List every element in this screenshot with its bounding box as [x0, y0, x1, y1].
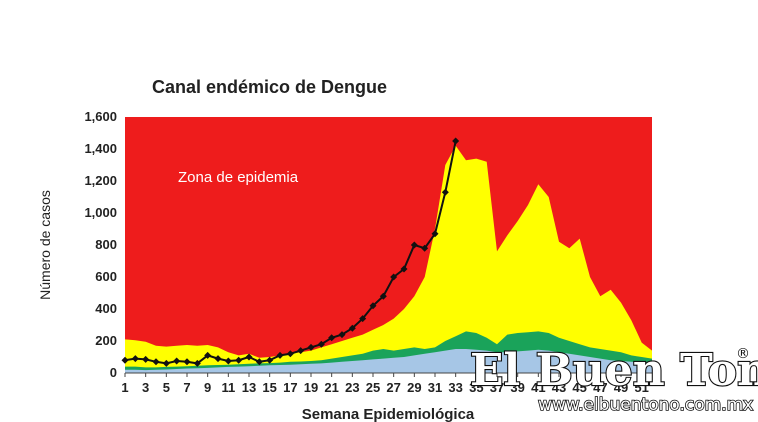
x-axis-label: Semana Epidemiológica [302, 406, 475, 422]
cases-point [131, 355, 139, 363]
zone-epidemia-label: Zona de epidemia [178, 169, 299, 186]
watermark-brand: El Buen Tono [470, 345, 758, 396]
watermark: El Buen Tono ® www.elbuentono.com.mx [469, 344, 758, 416]
x-tick-label: 29 [407, 380, 421, 395]
cases-point [452, 137, 460, 145]
x-tick-label: 17 [283, 380, 297, 395]
x-tick-label: 23 [345, 380, 359, 395]
cases-point [359, 315, 367, 323]
cases-point [173, 357, 181, 365]
x-tick-label: 45 [572, 380, 586, 395]
x-tick-label: 27 [386, 380, 400, 395]
y-tick-label: 1,200 [84, 173, 117, 188]
cases-point [369, 302, 377, 310]
x-tick-label: 51 [634, 380, 648, 395]
x-tick-label: 1 [121, 380, 128, 395]
cases-point [431, 230, 439, 238]
cases-point [400, 265, 408, 273]
x-tick-label: 31 [428, 380, 442, 395]
x-tick-label: 41 [531, 380, 545, 395]
cases-point [379, 292, 387, 300]
y-tick-label: 1,000 [84, 205, 117, 220]
x-tick-label: 25 [366, 380, 380, 395]
y-tick-label: 600 [95, 269, 117, 284]
cases-point [441, 188, 449, 196]
x-tick-label: 13 [242, 380, 256, 395]
cases-point [338, 331, 346, 339]
x-tick-label: 49 [614, 380, 628, 395]
cases-point [328, 334, 336, 342]
cases-point [317, 340, 325, 348]
x-tick-label: 39 [510, 380, 524, 395]
cases-point [390, 273, 398, 281]
y-tick-label: 200 [95, 333, 117, 348]
x-tick-label: 43 [552, 380, 566, 395]
cases-point [204, 351, 212, 359]
x-tick-label: 11 [221, 380, 235, 395]
y-tick-label: 1,600 [84, 109, 117, 124]
cases-point [266, 356, 274, 364]
y-tick-label: 1,400 [84, 141, 117, 156]
x-tick-label: 5 [163, 380, 170, 395]
cases-point [214, 355, 222, 363]
x-tick-label: 37 [490, 380, 504, 395]
x-tick-label: 47 [593, 380, 607, 395]
cases-point [348, 324, 356, 332]
y-tick-label: 400 [95, 301, 117, 316]
cases-point [286, 350, 294, 358]
cases-point [245, 353, 253, 361]
cases-point [224, 357, 232, 365]
y-tick-label: 0 [110, 365, 117, 380]
x-tick-label: 35 [469, 380, 483, 395]
x-axis: 1 3 5 7 9 11 13 15 17 19 21 23 25 27 29 31 33 35 37 39 41 43 4… [121, 372, 652, 395]
cases-point [193, 359, 201, 367]
cases-point [142, 355, 150, 363]
x-tick-label: 7 [183, 380, 190, 395]
x-tick-label: 19 [304, 380, 318, 395]
cases-point [410, 241, 418, 249]
cases-point [162, 359, 170, 367]
watermark-registered: ® [736, 346, 750, 362]
success-zone-area [125, 349, 652, 373]
x-tick-label: 9 [204, 380, 211, 395]
x-tick-label: 15 [262, 380, 276, 395]
y-axis: 0 200 400 600 800 1,000 1,200 1,400 1,600 [84, 109, 117, 380]
cases-point [297, 347, 305, 355]
cases-point [152, 358, 160, 366]
y-tick-label: 800 [95, 237, 117, 252]
cases-point [183, 358, 191, 366]
cases-point [421, 244, 429, 252]
cases-point [307, 343, 315, 351]
cases-point [121, 356, 129, 364]
y-axis-label: Número de casos [37, 190, 53, 300]
chart-title: Canal endémico de Dengue [152, 77, 387, 97]
alarm-zone-area [125, 145, 652, 373]
x-tick-label: 3 [142, 380, 149, 395]
watermark-url: www.elbuentono.com.mx [538, 395, 753, 415]
plot-area [121, 117, 652, 373]
x-tick-label: 21 [324, 380, 338, 395]
cases-point [255, 358, 263, 366]
x-tick-label: 33 [448, 380, 462, 395]
cases-point [276, 351, 284, 359]
cases-point [235, 356, 243, 364]
